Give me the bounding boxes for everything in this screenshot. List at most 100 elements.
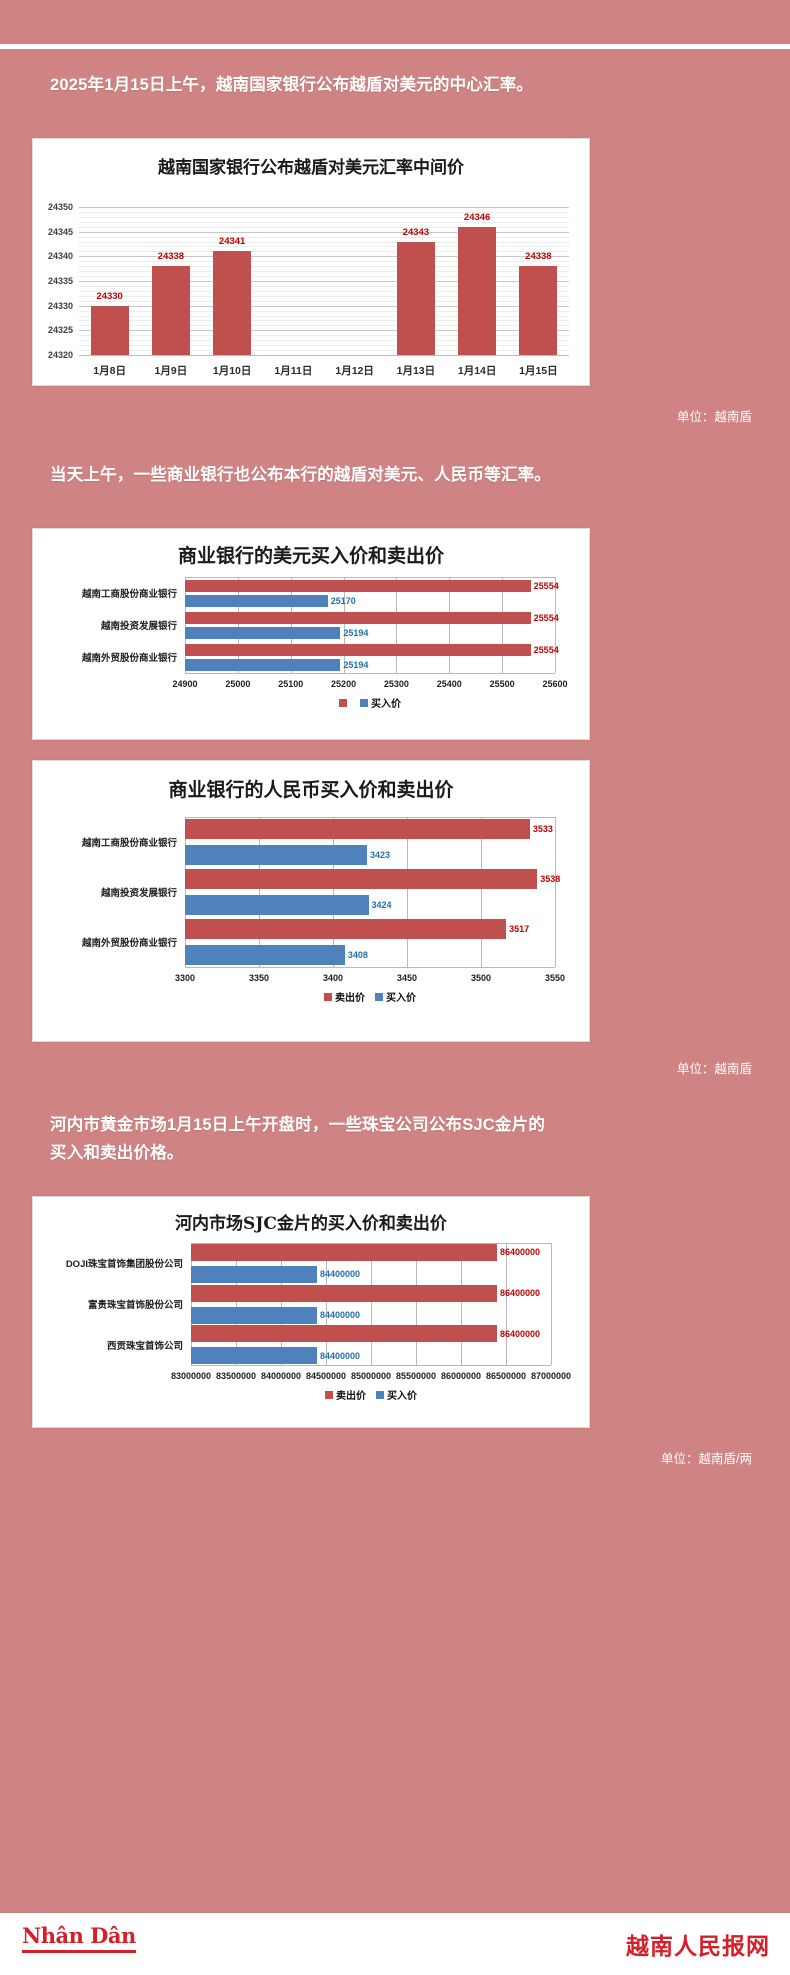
bar-sell-price[interactable]	[185, 819, 530, 839]
bar-buy-price[interactable]	[185, 945, 345, 965]
value-label-sell: 86400000	[500, 1328, 541, 1339]
bar-value-label: 24338	[157, 251, 185, 263]
gridline-minor	[79, 241, 569, 243]
gridline-vertical	[326, 1243, 327, 1365]
gridline-vertical	[281, 1243, 282, 1365]
gridline-vertical	[259, 817, 260, 967]
gridline-vertical	[396, 577, 398, 673]
gridline-minor	[79, 211, 569, 213]
bar-sell-price[interactable]	[185, 611, 531, 624]
legend-item-sell[interactable]	[339, 698, 350, 707]
chart-plot-cny-rates: 3300 3350 3400 3450 3500 3550 越南工商股份商业银行 3533 34…	[33, 809, 591, 1043]
x-axis-tick-label: 1月12日	[335, 365, 374, 377]
legend-swatch-buy	[375, 992, 383, 1001]
value-label-buy: 3424	[371, 900, 392, 910]
gridline-vertical	[416, 1243, 417, 1365]
bar-value-label: 24341	[218, 236, 246, 248]
plot-top-border	[191, 1243, 551, 1244]
value-label-sell: 25554	[533, 612, 559, 623]
gridline-minor	[79, 320, 569, 322]
x-axis-tick-label: 1月13日	[396, 365, 436, 377]
x-axis-tick-label: 25000	[225, 679, 251, 689]
bar-buy-price[interactable]	[185, 626, 341, 639]
legend-label-sell: 卖出价	[336, 1391, 366, 1402]
gridline-minor	[79, 325, 569, 327]
bar-buy-price[interactable]	[191, 1306, 317, 1324]
chart-title-cny-rates: 商业银行的人民币买入价和卖出价	[168, 779, 454, 801]
value-label-sell: 3538	[540, 874, 561, 884]
gridline-major	[79, 256, 569, 258]
bar-central-rate[interactable]	[151, 266, 190, 355]
value-label-buy: 3408	[347, 950, 368, 960]
legend-item-buy[interactable]: 买入价	[375, 989, 416, 1004]
legend-item-buy[interactable]: 买入价	[376, 1387, 417, 1402]
bar-sell-price[interactable]	[191, 1284, 497, 1302]
gridline-vertical	[290, 577, 292, 673]
gridline-vertical	[371, 1243, 372, 1365]
bar-sell-price[interactable]	[185, 579, 531, 592]
legend-label-sell: 卖出价	[335, 993, 365, 1004]
y-axis-tick-label: 24335	[47, 276, 73, 286]
gridline-minor	[79, 276, 569, 278]
bar-sell-price[interactable]	[191, 1325, 497, 1343]
intro-paragraph-2: 当天上午，一些商业银行也公布本行的越盾对美元、人民币等汇率。	[50, 466, 551, 484]
value-label-sell: 25554	[533, 644, 559, 655]
category-label: DOJI珠宝首饰集团股份公司	[65, 1259, 183, 1271]
legend-item-buy[interactable]: 买入价	[360, 695, 401, 710]
legend-item-sell[interactable]: 卖出价	[324, 989, 365, 1004]
bar-sell-price[interactable]	[185, 919, 507, 939]
bar-central-rate[interactable]	[519, 266, 558, 355]
x-axis-tick-label: 83500000	[215, 1371, 257, 1381]
bar-buy-price[interactable]	[191, 1265, 317, 1283]
gridline-minor	[79, 251, 569, 253]
legend-item-sell[interactable]: 卖出价	[325, 1387, 366, 1402]
legend-label-buy: 买入价	[387, 1391, 417, 1402]
x-axis-tick-label: 25600	[542, 679, 568, 689]
bar-buy-price[interactable]	[185, 658, 341, 671]
unit-note-3: 单位：越南盾/两	[661, 1452, 752, 1466]
footer-site-name: 越南人民报网	[626, 1934, 770, 1960]
bar-buy-price[interactable]	[191, 1347, 317, 1365]
gridline-minor	[79, 295, 569, 297]
chart-plot-usd-rates: 24900 25000 25100 25200 25300 25400 25500 25600…	[33, 571, 591, 741]
unit-note-2: 单位：越南盾	[676, 1062, 752, 1076]
bar-central-rate[interactable]	[396, 241, 435, 355]
chart-card-usd-rates: 商业银行的美元买入价和卖出价 24900 25000 25100 25200 25300…	[32, 528, 590, 740]
x-axis-tick-label: 3450	[396, 973, 418, 983]
gridline-minor	[79, 266, 569, 268]
footer-logo[interactable]: Nhân Dân	[22, 1923, 136, 1953]
value-label-sell: 86400000	[500, 1247, 541, 1258]
gridline-major	[79, 281, 569, 282]
chart-title-central-rate: 越南国家银行公布越盾对美元汇率中间价	[158, 158, 464, 178]
gridline-minor	[79, 226, 569, 228]
gridline-minor	[79, 345, 569, 347]
bar-central-rate[interactable]	[458, 226, 497, 355]
x-axis-tick-label: 25300	[383, 679, 409, 689]
bar-central-rate[interactable]	[90, 305, 129, 355]
x-axis-tick-label: 1月14日	[457, 365, 497, 377]
value-label-sell: 3533	[532, 824, 553, 834]
legend-label-buy: 买入价	[386, 993, 416, 1004]
x-axis-tick-label: 86500000	[485, 1371, 527, 1381]
chart-title-sjc-gold: 河内市场SJC金片的买入价和卖出价	[175, 1214, 447, 1234]
nhandan-logo-text: Nhân Dân	[22, 1923, 136, 1953]
bar-buy-price[interactable]	[185, 594, 328, 607]
chart-card-central-rate: 越南国家银行公布越盾对美元汇率中间价 24320 24325 24330 24335 2…	[32, 138, 590, 386]
category-label: 越南工商股份商业银行	[81, 838, 177, 849]
bar-sell-price[interactable]	[185, 643, 531, 656]
gridline-vertical	[185, 817, 186, 967]
x-axis-tick-label: 1月9日	[154, 365, 188, 377]
x-axis-tick-label: 85000000	[350, 1371, 392, 1381]
gridline-vertical	[185, 577, 186, 673]
bar-buy-price[interactable]	[185, 845, 368, 865]
x-axis-baseline	[185, 673, 555, 674]
bar-sell-price[interactable]	[185, 869, 538, 889]
gridline-minor	[79, 315, 569, 317]
gridline-minor	[79, 261, 569, 263]
chart-legend: 买入价	[185, 695, 555, 710]
bar-central-rate[interactable]	[213, 251, 252, 355]
x-axis-baseline	[191, 1365, 551, 1366]
category-label: 西贡珠宝首饰公司	[106, 1340, 183, 1352]
bar-sell-price[interactable]	[191, 1243, 497, 1261]
bar-buy-price[interactable]	[185, 895, 369, 915]
